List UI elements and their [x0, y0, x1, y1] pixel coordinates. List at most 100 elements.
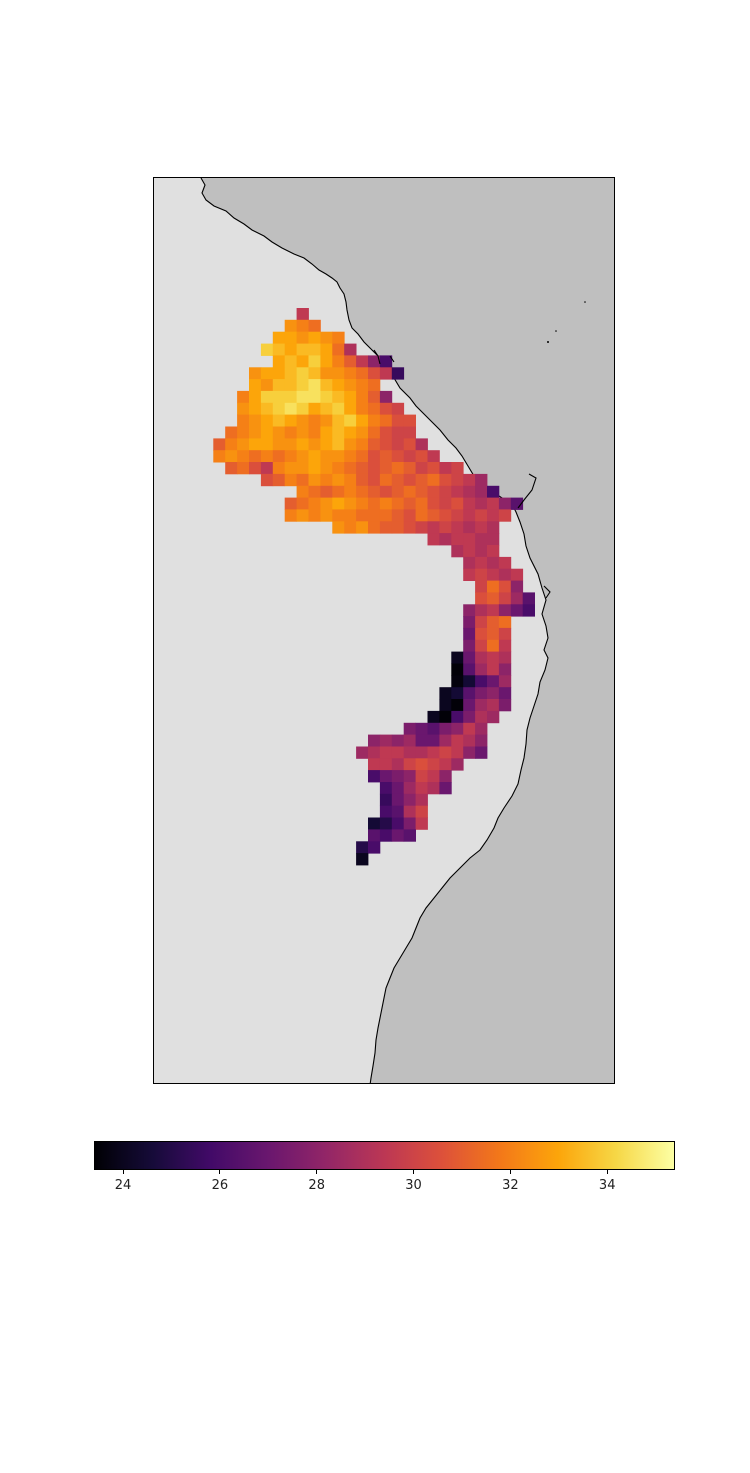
grid-cell [379, 817, 393, 830]
grid-cell [308, 331, 321, 344]
grid-cell [296, 497, 309, 510]
grid-cell [475, 545, 488, 558]
grid-cell [284, 462, 297, 475]
grid-cell [296, 331, 309, 344]
grid-cell [320, 473, 333, 487]
grid-cell [249, 438, 262, 451]
map-panel [153, 177, 615, 1084]
tick-mark [413, 1170, 415, 1174]
grid-cell [403, 414, 416, 427]
grid-cell [225, 450, 238, 463]
grid-cell [356, 414, 369, 427]
grid-cell [463, 639, 476, 653]
grid-cell [439, 462, 452, 475]
grid-cell [427, 782, 440, 795]
grid-cell [510, 497, 524, 510]
grid-cell [487, 663, 500, 676]
grid-cell [237, 390, 250, 404]
island-dot [584, 301, 586, 303]
grid-cell [439, 509, 452, 522]
grid-cell [320, 402, 333, 416]
grid-cell [272, 462, 286, 475]
grid-cell [260, 426, 274, 439]
grid-cell [522, 604, 535, 617]
grid-cell [368, 438, 381, 451]
grid-cell [439, 734, 452, 747]
grid-cell [356, 438, 369, 451]
grid-cell [498, 592, 512, 605]
grid-cell [391, 485, 405, 499]
grid-cell [332, 438, 345, 451]
grid-cell [368, 402, 381, 416]
grid-cell [439, 687, 452, 700]
grid-cell [427, 533, 440, 546]
grid-cell [260, 390, 274, 404]
grid-cell [344, 402, 357, 416]
grid-cell [475, 639, 488, 653]
grid-cell [463, 746, 476, 759]
grid-cell [284, 426, 297, 439]
grid-cell [284, 367, 297, 380]
grid-cell [308, 319, 321, 333]
grid-cell [391, 414, 405, 427]
grid-cell [225, 462, 238, 475]
grid-cell [272, 367, 286, 380]
grid-cell [451, 651, 464, 664]
colorbar [94, 1141, 675, 1170]
grid-cell [427, 497, 440, 510]
grid-cell [475, 627, 488, 641]
grid-cell [272, 343, 286, 356]
grid-cell [320, 331, 333, 344]
grid-cell [272, 414, 286, 427]
grid-cell [498, 497, 512, 510]
grid-cell [344, 426, 357, 439]
grid-cell [391, 473, 405, 487]
grid-cell [487, 699, 500, 712]
grid-cell [368, 841, 381, 854]
grid-cell [475, 663, 488, 676]
grid-cell [487, 592, 500, 605]
grid-cell [368, 770, 381, 783]
grid-cell [320, 438, 333, 451]
colorbar-ticks: 24 26 28 30 32 34 [94, 1170, 675, 1200]
grid-cell [332, 485, 345, 499]
grid-cell [451, 746, 464, 759]
grid-cell [249, 462, 262, 475]
grid-cell [356, 497, 369, 510]
grid-cell [332, 379, 345, 392]
grid-cell [296, 319, 309, 333]
grid-cell [308, 367, 321, 380]
grid-cell [260, 402, 274, 416]
grid-cell [368, 462, 381, 475]
grid-cell [439, 770, 452, 783]
grid-cell [475, 734, 488, 747]
grid-cell [296, 390, 309, 404]
grid-cell [272, 473, 286, 487]
grid-cell [296, 367, 309, 380]
grid-cell [237, 426, 250, 439]
grid-cell [379, 367, 393, 380]
grid-cell [427, 521, 440, 534]
grid-cell [332, 521, 345, 534]
tick-mark [606, 1170, 608, 1174]
grid-cell [451, 722, 464, 736]
grid-cell [391, 782, 405, 795]
grid-cell [487, 687, 500, 700]
grid-cell [451, 710, 464, 724]
colorbar-tick: 32 [490, 1170, 530, 1193]
map-canvas [154, 178, 614, 1083]
grid-cell [498, 639, 512, 653]
grid-cell [391, 805, 405, 818]
grid-cell [451, 545, 464, 558]
grid-cell [427, 746, 440, 759]
grid-cell [403, 793, 416, 807]
grid-cell [498, 651, 512, 664]
grid-cell [379, 770, 393, 783]
grid-cell [415, 450, 428, 463]
grid-cell [308, 473, 321, 487]
grid-cell [249, 390, 262, 404]
grid-cell [332, 450, 345, 463]
grid-cell [403, 770, 416, 783]
grid-cell [463, 604, 476, 617]
grid-cell [320, 414, 333, 427]
